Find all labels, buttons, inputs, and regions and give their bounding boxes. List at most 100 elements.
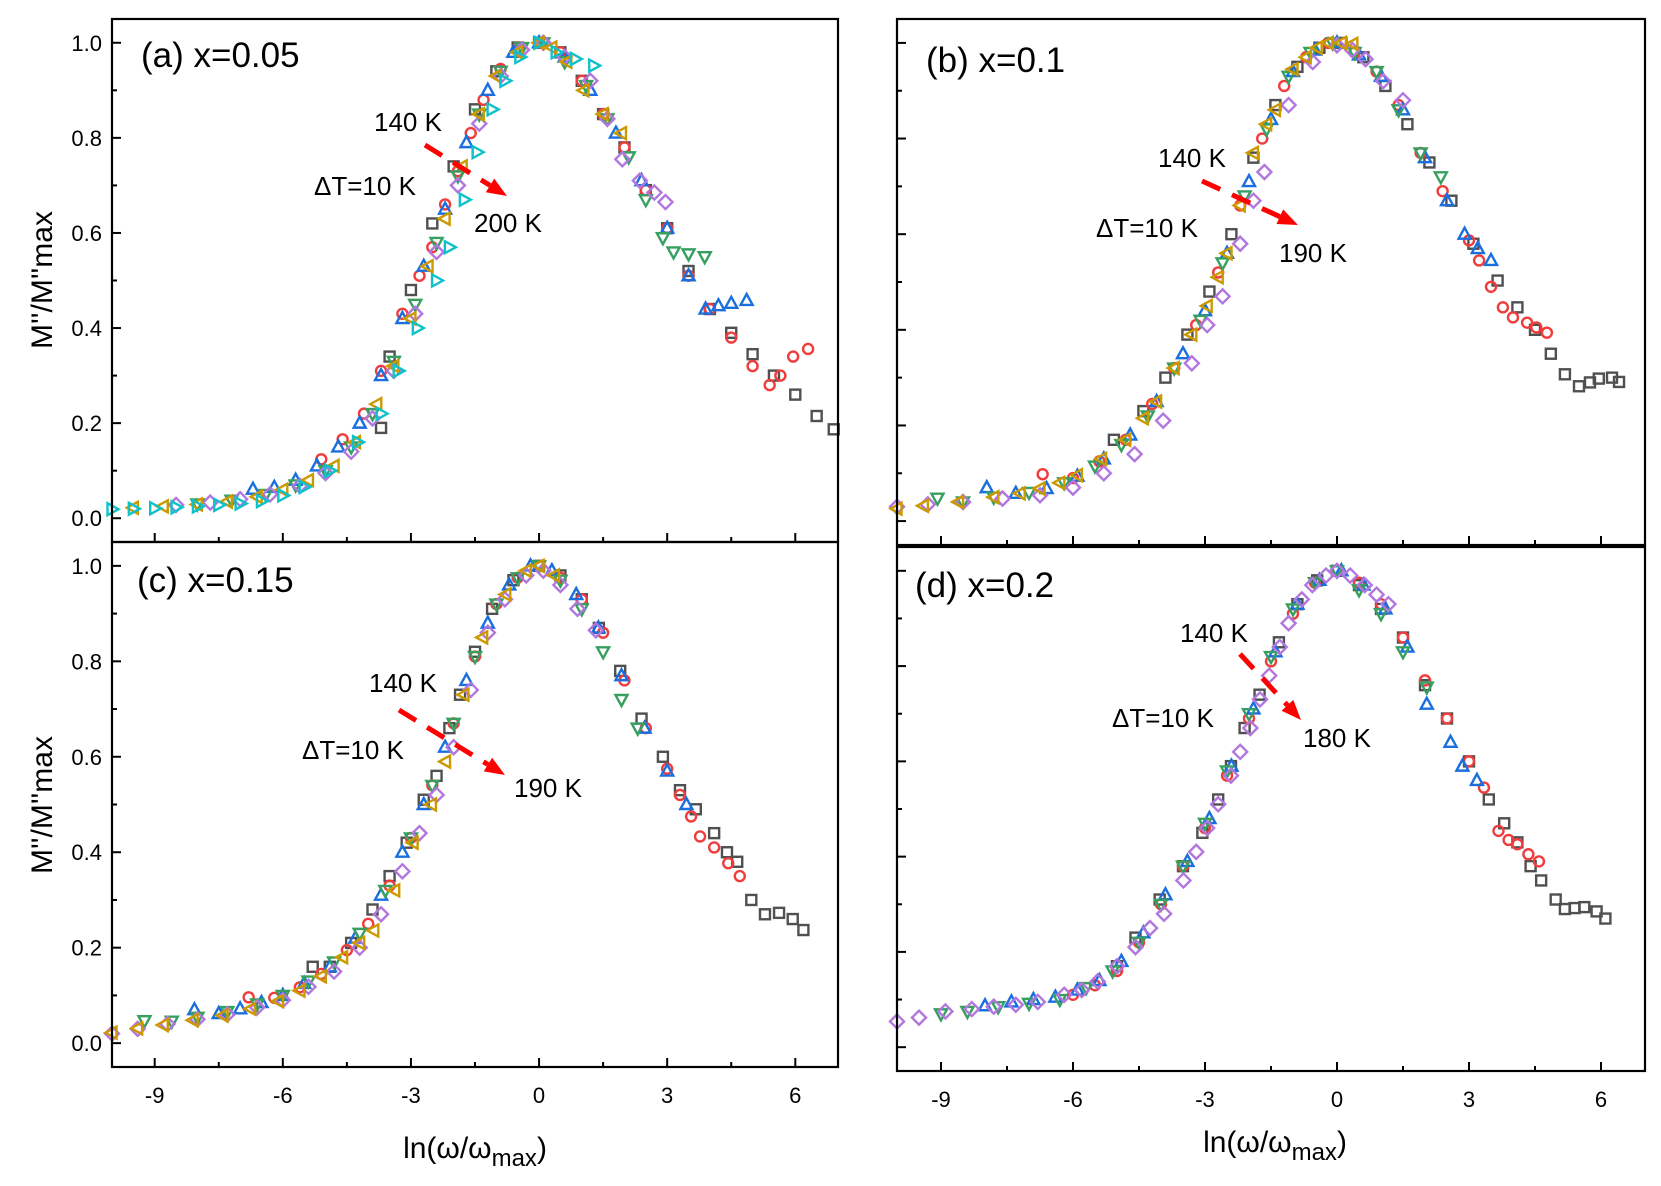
data-point-square [306, 960, 319, 973]
data-point-square [797, 923, 810, 937]
data-point-circle [774, 369, 787, 382]
data-point-triangle-up [479, 614, 496, 629]
data-point-circle [1492, 824, 1505, 838]
data-point-square [707, 826, 721, 840]
x-tick-label: 3 [1463, 1087, 1475, 1112]
data-point-square [1253, 688, 1266, 701]
annotation-temperature-step: ΔT=10 K [302, 735, 405, 765]
data-point-triangle-left [184, 1012, 199, 1029]
data-point-triangle-right [430, 272, 446, 289]
annotation-start-temperature: 140 K [1158, 143, 1227, 173]
data-point-circle [684, 810, 698, 823]
data-point-diamond [1293, 590, 1311, 609]
annotation-end-temperature: 200 K [474, 208, 543, 238]
data-point-triangle-right [277, 487, 292, 504]
data-point-square [767, 369, 781, 382]
data-point-circle [786, 350, 800, 363]
arrow-head-icon [485, 178, 507, 196]
data-point-triangle-up [1482, 251, 1500, 267]
data-point-triangle-left [154, 1016, 169, 1034]
data-point-square [374, 421, 388, 435]
data-point-triangle-left [1182, 326, 1198, 343]
x-tick-label: -9 [145, 1083, 165, 1108]
data-point-diamond [1244, 192, 1263, 210]
data-point-triangle-right [324, 462, 339, 479]
data-point-triangle-left [1147, 393, 1163, 410]
data-point-square [1534, 874, 1548, 887]
data-point-diamond [910, 1008, 928, 1027]
temperature-trend-arrow-shaft [1200, 178, 1281, 219]
data-point-diamond [1213, 287, 1232, 306]
annotation-start-temperature: 140 K [369, 668, 438, 698]
data-point-triangle-up [308, 456, 326, 472]
data-point-triangle-left [1030, 480, 1046, 497]
plot-frame [895, 545, 1647, 1073]
data-point-triangle-up [697, 300, 714, 315]
data-point-triangle-down [595, 646, 612, 661]
data-point-triangle-down [1328, 565, 1346, 580]
series-170k [929, 37, 1449, 511]
data-point-diamond [1341, 566, 1359, 585]
data-point-triangle-up [458, 133, 475, 149]
data-point-diamond [1198, 819, 1216, 837]
data-point-square [614, 664, 627, 678]
data-point-triangle-left [154, 498, 169, 515]
data-point-triangle-up [556, 48, 573, 63]
data-point-triangle-left [594, 106, 609, 123]
data-point-circle [242, 991, 255, 1004]
data-point-triangle-down [1280, 70, 1297, 86]
data-point-circle [1255, 132, 1269, 145]
data-point-triangle-down [613, 693, 630, 709]
data-point-square [1590, 905, 1603, 918]
data-point-diamond [551, 576, 570, 594]
y-tick-label: 0.6 [71, 221, 102, 246]
x-axis-title-end: ) [537, 1132, 547, 1165]
data-point-triangle-up [458, 671, 475, 687]
data-point-triangle-down [466, 650, 484, 666]
data-point-square [1511, 301, 1524, 314]
data-point-triangle-left [914, 497, 930, 514]
series-140k [374, 36, 840, 436]
data-point-diamond [581, 72, 600, 90]
data-point-circle [618, 141, 631, 154]
data-point-triangle-up [1468, 771, 1485, 787]
x-axis-title-sub: max [492, 1145, 537, 1172]
data-point-triangle-up [723, 294, 740, 310]
series-160k [186, 556, 695, 1020]
data-point-triangle-up [1456, 225, 1473, 240]
data-point-circle [746, 359, 759, 373]
data-point-diamond [1198, 316, 1216, 334]
data-point-circle [1530, 321, 1543, 334]
x-tick-label: -3 [401, 1083, 421, 1108]
data-point-triangle-right [191, 498, 207, 515]
y-axis-title-sub: max [26, 736, 59, 793]
data-point-triangle-left [984, 489, 1000, 506]
data-point-triangle-right [298, 478, 314, 495]
data-point-diamond [1064, 478, 1082, 497]
data-point-circle [1036, 468, 1049, 481]
y-tick-label: 1.0 [71, 31, 102, 56]
data-point-diamond [1317, 566, 1335, 585]
y-tick-label: 0.8 [71, 649, 102, 674]
data-point-diamond [1271, 638, 1289, 656]
data-point-triangle-up [738, 291, 755, 307]
x-tick-label: -3 [1195, 1087, 1215, 1112]
data-point-triangle-up [1442, 733, 1459, 749]
data-point-triangle-left [1244, 144, 1260, 161]
panel-b: (b) x=0.1 140 K ΔT=10 K 190 K [887, 17, 1647, 547]
data-point-square [1482, 793, 1496, 806]
data-point-triangle-down [1368, 65, 1385, 81]
x-tick-label: 6 [1595, 1087, 1607, 1112]
data-point-triangle-down [629, 722, 646, 738]
data-point-circle [1522, 848, 1535, 861]
panel-title: (b) x=0.1 [926, 41, 1065, 80]
data-point-circle [733, 869, 746, 883]
data-point-triangle-up [978, 478, 995, 494]
data-point-triangle-left [333, 949, 349, 966]
data-point-triangle-right [170, 499, 186, 516]
data-point-square [758, 908, 772, 921]
data-point-circle [1436, 184, 1449, 198]
arrow-head-icon [1281, 699, 1301, 720]
x-axis-title-right: ln(ω/ωmax) [1203, 1126, 1347, 1166]
data-point-triangle-left [241, 1000, 257, 1017]
